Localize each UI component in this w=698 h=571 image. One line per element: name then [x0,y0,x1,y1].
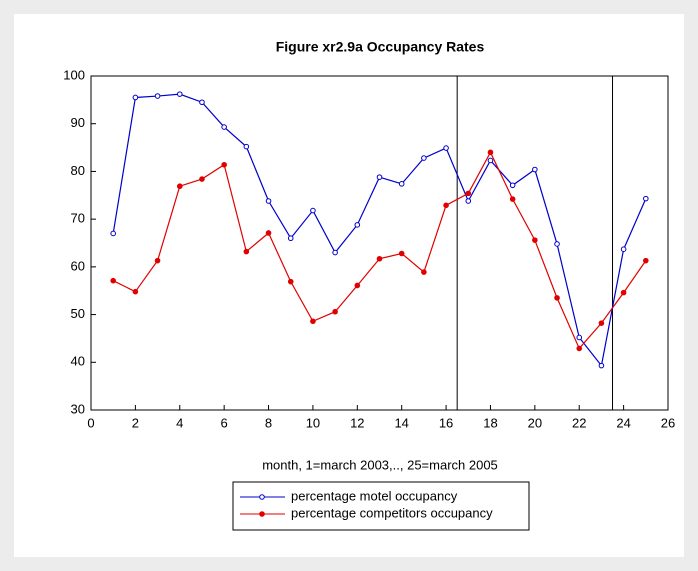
data-point [221,161,227,168]
data-point [287,278,294,285]
legend [232,481,530,531]
x-tick-label: 8 [265,415,272,430]
data-point [509,182,516,189]
legend-marker [259,511,265,517]
x-tick-label: 24 [616,415,630,430]
data-point [554,295,560,301]
data-point [487,157,494,164]
data-point [465,198,472,204]
y-tick-label: 80 [71,163,85,178]
legend-marker [259,494,265,500]
data-point [221,124,227,130]
legend-label: percentage motel occupancy [291,488,458,503]
x-tick-label: 6 [221,415,228,430]
data-point [154,257,161,264]
plot-area [90,75,669,411]
data-point [398,181,405,187]
data-point [443,145,449,151]
y-tick-label: 50 [71,306,85,321]
x-tick-label: 12 [350,415,364,430]
y-tick-label: 100 [63,67,85,82]
data-point [310,318,316,325]
data-point [176,183,183,190]
x-tick-label: 10 [306,415,320,430]
chart-title: Figure xr2.9a Occupancy Rates [276,39,485,55]
data-point [265,230,272,236]
x-tick-label: 14 [394,415,408,430]
data-point [176,91,183,97]
data-point [487,149,494,156]
data-point [465,190,472,197]
y-tick-label: 30 [71,401,85,416]
data-point [132,288,139,295]
x-tick-label: 20 [528,415,542,430]
data-point [643,257,649,264]
y-tick-label: 90 [71,115,85,130]
data-point [443,202,449,209]
data-point [110,230,116,237]
panel [14,14,684,557]
data-point [554,241,560,247]
x-tick-label: 18 [483,415,497,430]
data-point [332,249,338,256]
x-tick-label: 4 [176,415,183,430]
data-point [332,308,338,315]
data-point [354,282,361,289]
data-point [243,248,250,255]
y-tick-label: 60 [71,258,85,273]
x-axis-label: month, 1=march 2003,.., 25=march 2005 [262,457,498,472]
data-point [265,198,272,204]
x-tick-label: 22 [572,415,586,430]
data-point [532,237,538,243]
legend-label: percentage competitors occupancy [291,505,493,520]
x-tick-label: 26 [661,415,675,430]
data-point [199,176,205,182]
x-tick-label: 0 [87,415,94,430]
data-point [376,174,383,180]
data-point [576,345,583,352]
data-point [509,196,516,202]
y-tick-label: 70 [71,211,85,226]
data-point [376,255,383,262]
y-tick-label: 40 [71,354,85,369]
data-point [576,334,583,341]
data-point [643,195,649,202]
data-point [620,246,627,253]
data-point [421,269,427,275]
data-point [110,277,116,284]
data-point [598,320,605,326]
data-point [287,235,294,242]
x-tick-label: 2 [132,415,139,430]
data-point [310,207,316,214]
data-point [243,143,250,150]
data-point [421,155,427,161]
data-point [154,93,161,99]
data-point [620,289,627,296]
data-point [199,99,205,106]
x-tick-label: 16 [439,415,453,430]
data-point [398,250,405,257]
data-point [532,166,538,173]
data-point [354,222,361,228]
data-point [132,94,139,101]
data-point [598,362,605,369]
